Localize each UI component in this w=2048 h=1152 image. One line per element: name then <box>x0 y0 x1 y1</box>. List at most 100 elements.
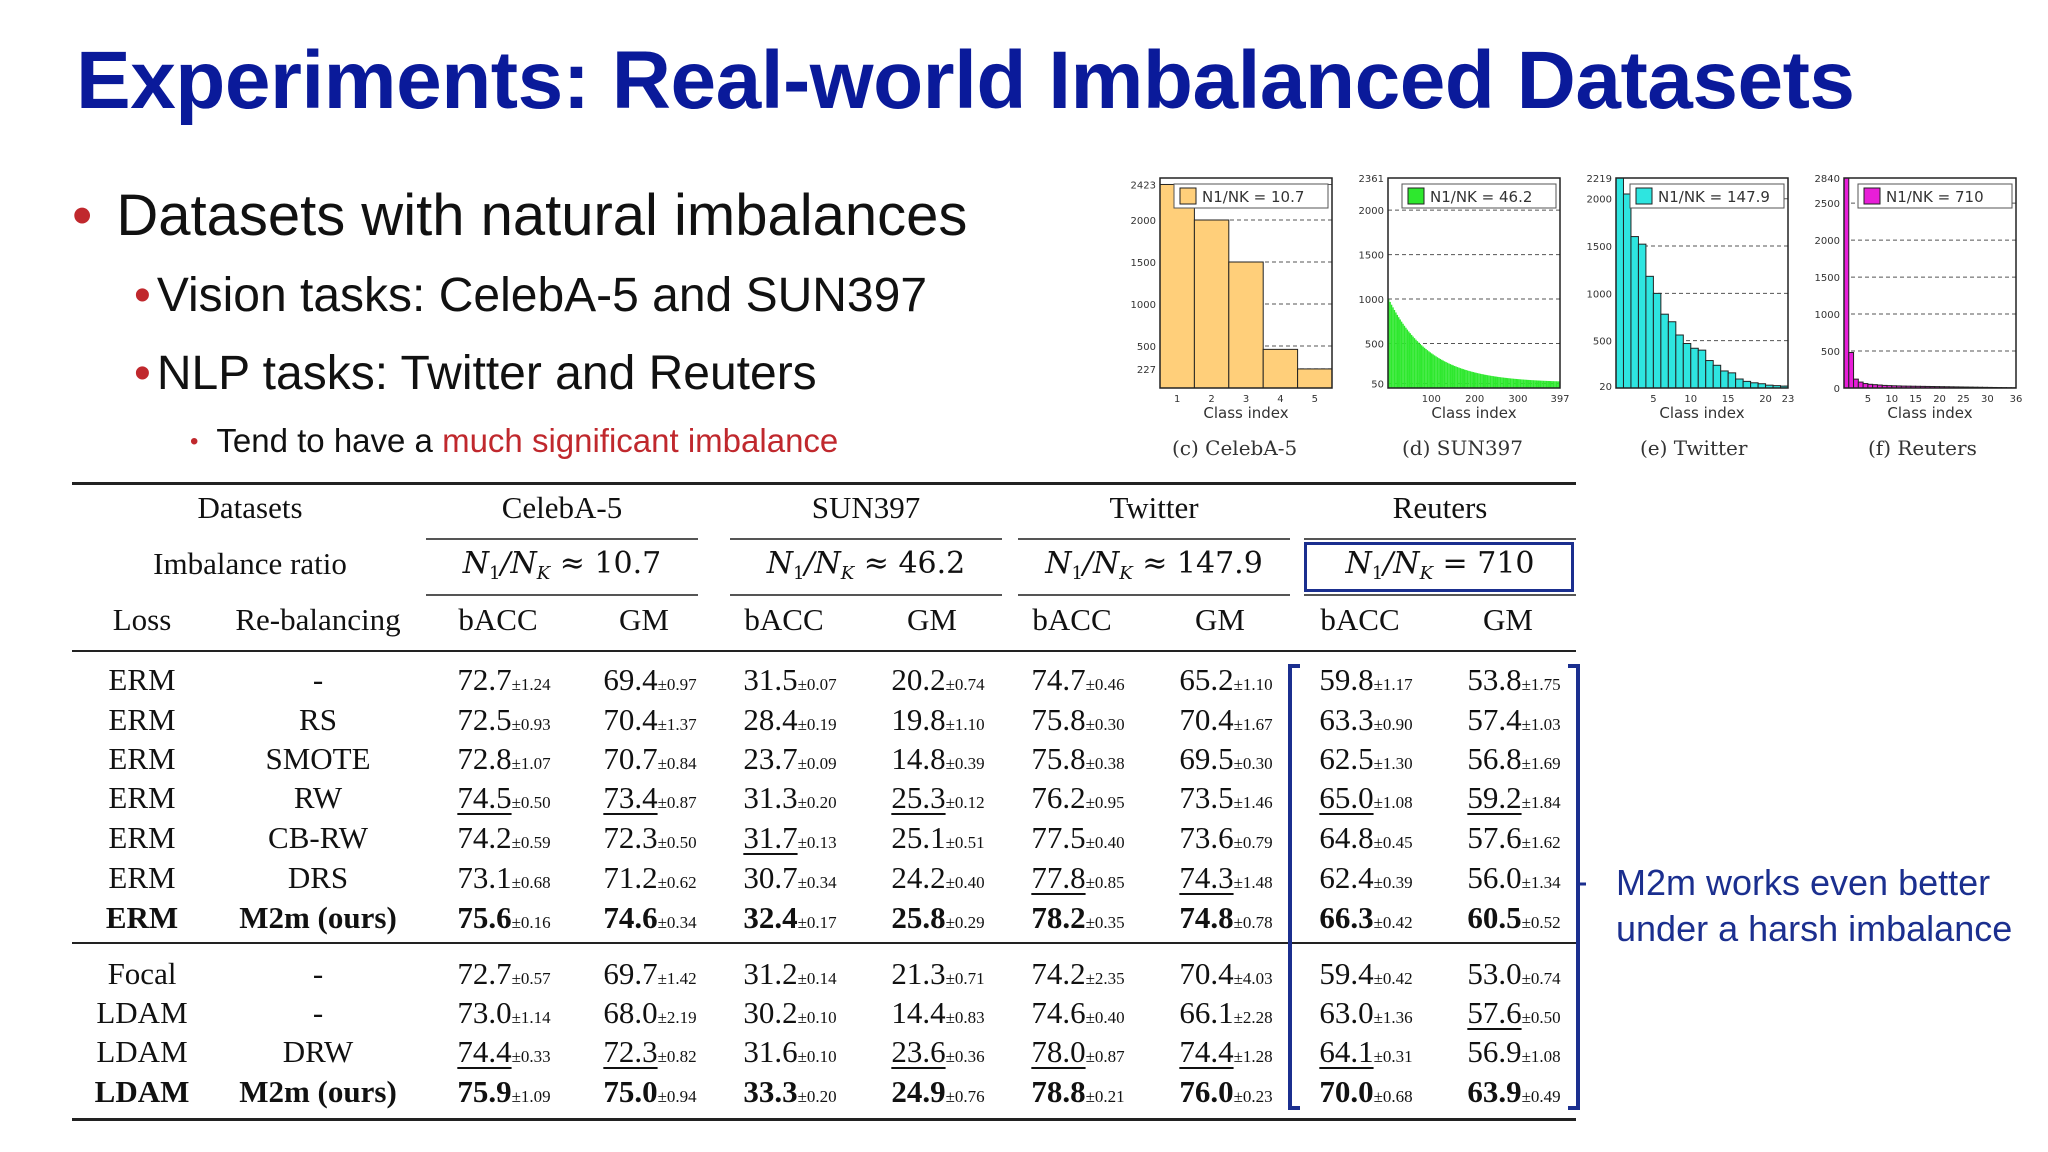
bar-sun-84 <box>1508 378 1510 388</box>
bar-sun-102 <box>1534 380 1536 388</box>
row-8-cell-6: 63.0±1.36 <box>1319 995 1413 1030</box>
frame-sun <box>1387 177 1561 389</box>
bar-sun-50 <box>1459 368 1462 388</box>
row-0-rebalancing: - <box>312 662 324 697</box>
bar-twitter-18 <box>1750 382 1759 389</box>
bar-reuters-3 <box>1857 381 1864 389</box>
bar-sun-14 <box>1408 331 1410 388</box>
bar-sun-89 <box>1515 378 1517 388</box>
annotation-line-2: under a harsh imbalance <box>1616 908 2013 949</box>
row-1-cell-5: 70.4±1.67 <box>1179 702 1273 737</box>
bar-sun-18 <box>1413 338 1416 388</box>
ytick-twitter-3: 1000 <box>1587 289 1612 300</box>
xlabel-twitter: Class index <box>1659 404 1744 422</box>
bar-sun-57 <box>1469 371 1472 388</box>
bar-sun-114 <box>1551 381 1553 388</box>
bar-reuters-2 <box>1853 378 1859 389</box>
header-loss: Loss <box>112 602 172 637</box>
bar-sun-118 <box>1557 381 1559 388</box>
xtick-twitter-0: 5 <box>1650 394 1656 405</box>
xtick-twitter-2: 15 <box>1722 394 1735 405</box>
bar-twitter-4 <box>1645 275 1654 389</box>
row-7-cell-1: 69.7±1.42 <box>603 956 697 991</box>
bar-sun-45 <box>1452 365 1454 388</box>
row-1-rebalancing: RS <box>299 702 337 737</box>
ytick-twitter-2: 1500 <box>1587 242 1612 253</box>
row-7-loss: Focal <box>107 956 177 991</box>
bar-twitter-8 <box>1675 334 1684 389</box>
bar-sun-90 <box>1517 379 1519 388</box>
bar-sun-112 <box>1548 381 1550 388</box>
bar-sun-41 <box>1446 362 1449 388</box>
row-3-cell-2: 31.3±0.20 <box>743 780 837 815</box>
xtick-twitter-1: 10 <box>1684 394 1697 405</box>
bar-sun-113 <box>1549 381 1552 388</box>
xlabel-reuters: Class index <box>1887 404 1972 422</box>
row-4-loss: ERM <box>108 820 176 855</box>
row-9-cell-3: 23.6±0.36 <box>891 1034 985 1069</box>
bar-sun-39 <box>1443 361 1446 388</box>
row-7-cell-4: 74.2±2.35 <box>1031 956 1125 991</box>
bullet-dot-icon: • <box>134 347 151 400</box>
row-7-cell-3: 21.3±0.71 <box>891 956 985 991</box>
bar-sun-74 <box>1494 376 1496 388</box>
row-10-cell-2: 33.3±0.20 <box>743 1074 837 1109</box>
row-10-cell-5: 76.0±0.23 <box>1179 1074 1273 1109</box>
row-3-cell-5: 73.5±1.46 <box>1179 780 1273 815</box>
reuters-bracket <box>1288 664 1586 1110</box>
bar-sun-103 <box>1535 380 1538 388</box>
legend-swatch-celeba <box>1179 187 1197 205</box>
row-0-cell-3: 20.2±0.74 <box>891 662 985 697</box>
histogram-sun397: 2361 2000 1500 1000 500 50 100 200 300 397 Class i… <box>1346 174 1570 468</box>
bar-sun-30 <box>1431 353 1433 388</box>
row-8-cell-4: 74.6±0.40 <box>1031 995 1125 1030</box>
row-0-loss: ERM <box>108 662 176 697</box>
row-9-cell-0: 74.4±0.33 <box>457 1034 551 1069</box>
bar-sun-58 <box>1471 371 1473 388</box>
row-8-rebalancing: - <box>312 995 324 1030</box>
row-6-loss: ERM <box>105 900 179 935</box>
bar-sun-11 <box>1403 325 1406 388</box>
histogram-celeba: 2423 2000 1500 1000 500 227 1 2 3 4 5 Class index N1… <box>1118 177 1338 468</box>
row-6-cell-1: 74.6±0.34 <box>603 900 697 935</box>
row-4-cell-7: 57.6±1.62 <box>1467 820 1561 855</box>
bar-twitter-11 <box>1697 349 1707 389</box>
table-top-rule <box>72 482 1576 485</box>
histogram-svg-reuters: 2840 2500 2000 1500 1000 500 0 5 10 15 20 25 30 36 Cla… <box>1815 174 2023 422</box>
row-2-rebalancing: SMOTE <box>265 741 371 776</box>
row-2-cell-4: 75.8±0.38 <box>1031 741 1125 776</box>
legend-box-twitter <box>1629 183 1785 209</box>
bar-sun-36 <box>1439 358 1442 388</box>
xtick-twitter-4: 23 <box>1782 394 1795 405</box>
cmid2-reuters <box>1304 594 1576 596</box>
bar-sun-22 <box>1419 343 1421 388</box>
xtick-celeba-0: 1 <box>1174 394 1180 405</box>
row-2-cell-3: 14.8±0.39 <box>891 741 985 776</box>
row-9-loss: LDAM <box>96 1034 188 1069</box>
histogram-svg-sun: 2361 2000 1500 1000 500 50 100 200 300 397 Class i… <box>1359 174 1570 422</box>
bar-sun-43 <box>1449 364 1452 388</box>
bar-sun-73 <box>1492 376 1495 388</box>
row-4-cell-2: 31.7±0.13 <box>743 820 837 855</box>
metric-header-5: GM <box>1195 602 1245 637</box>
bar-sun-105 <box>1538 380 1540 388</box>
row-4-rebalancing: CB-RW <box>268 820 368 855</box>
ytick-twitter-4: 500 <box>1593 337 1612 348</box>
bar-sun-23 <box>1420 345 1423 388</box>
cmid-sun397 <box>730 538 1002 540</box>
bar-sun-75 <box>1495 376 1497 388</box>
bullet-nlp-text: NLP tasks: Twitter and Reuters <box>156 347 817 400</box>
bar-sun-83 <box>1506 378 1509 388</box>
bar-sun-34 <box>1436 357 1439 388</box>
row-8-cell-1: 68.0±2.19 <box>603 995 697 1030</box>
bar-sun-69 <box>1486 375 1489 388</box>
row-3-cell-7: 59.2±1.84 <box>1467 780 1561 815</box>
bar-sun-96 <box>1525 379 1528 388</box>
ytick-reuters-0: 2840 <box>1815 174 1840 185</box>
metric-header-4: bACC <box>1032 602 1112 637</box>
row-10-cell-0: 75.9±1.09 <box>457 1074 551 1109</box>
annotation-note: M2m works even better under a harsh imba… <box>1616 860 2012 952</box>
metric-header-6: bACC <box>1320 602 1400 637</box>
legend-box-reuters <box>1857 183 2013 209</box>
bar-sun-13 <box>1406 329 1409 388</box>
